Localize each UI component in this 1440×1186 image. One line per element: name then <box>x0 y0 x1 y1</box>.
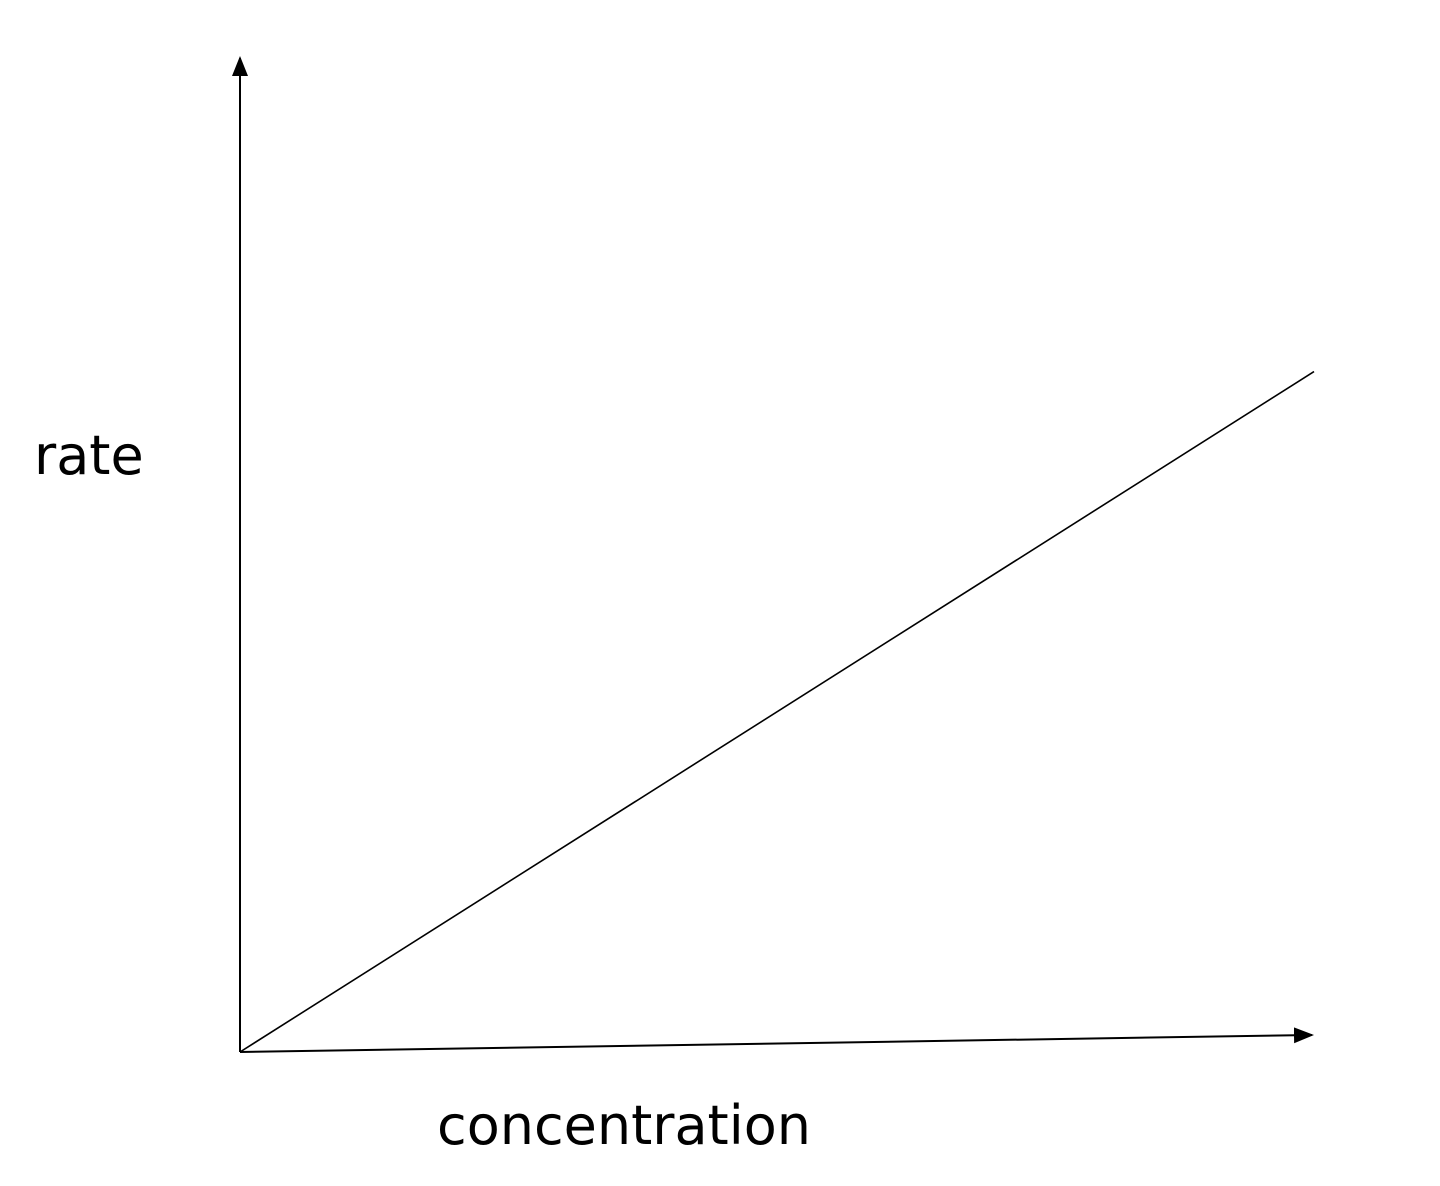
x-axis <box>239 1027 1314 1053</box>
y-axis-label: rate <box>34 424 144 487</box>
series-line-1 <box>239 370 1315 1053</box>
x-axis-label: concentration <box>437 1094 811 1157</box>
series-layer <box>239 370 1315 1053</box>
